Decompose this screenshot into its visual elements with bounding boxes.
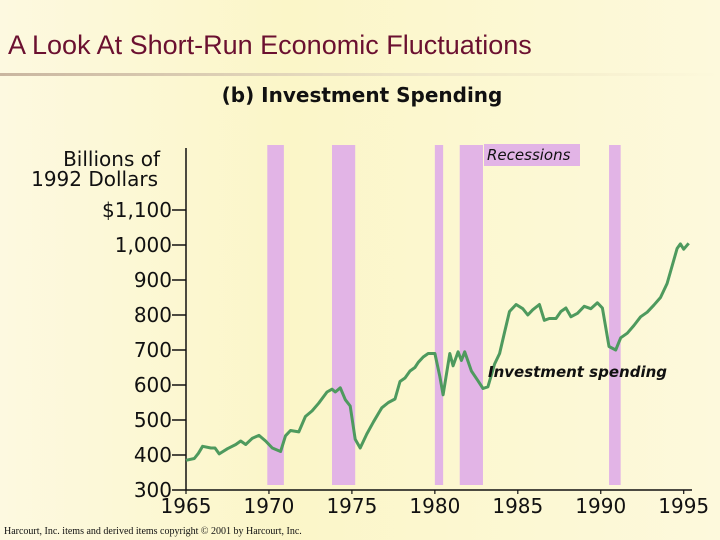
y-axis-label-line-1: Billions of: [63, 147, 161, 171]
y-axis: $1,100 1,000 900 800 700 600 500 400 300: [102, 148, 187, 502]
y-tick-label-800: 800: [134, 303, 172, 327]
title-divider: [0, 73, 720, 76]
x-tick-label-1965: 1965: [161, 494, 212, 518]
x-tick-label-1980: 1980: [409, 494, 460, 518]
chart-title: (b) Investment Spending: [222, 83, 503, 107]
recession-band-3: [434, 145, 444, 485]
series-label: Investment spending: [488, 363, 667, 381]
x-tick-label-1990: 1990: [575, 494, 626, 518]
y-tick-label-700: 700: [134, 338, 172, 362]
recession-legend: Recessions: [484, 144, 580, 166]
y-tick-label-900: 900: [134, 268, 172, 292]
recession-legend-label: Recessions: [487, 146, 571, 164]
x-tick-label-1970: 1970: [243, 494, 294, 518]
slide-title: A Look At Short-Run Economic Fluctuation…: [8, 30, 532, 60]
y-tick-label-500: 500: [134, 408, 172, 432]
y-tick-label-400: 400: [134, 443, 172, 467]
x-tick-label-1995: 1995: [658, 494, 709, 518]
y-tick-label-1100: $1,100: [102, 198, 172, 222]
x-tick-label-1985: 1985: [492, 494, 543, 518]
recession-legend-swatch: [484, 144, 580, 166]
investment-spending-line: [185, 242, 690, 462]
copyright-notice: Harcourt, Inc. items and derived items c…: [4, 526, 302, 537]
y-tick-label-1000: 1,000: [115, 233, 172, 257]
y-tick-label-300: 300: [134, 478, 172, 502]
y-tick-label-600: 600: [134, 373, 172, 397]
recession-band-4: [459, 145, 483, 485]
recession-bands: [267, 145, 621, 485]
x-axis: 1965 1970 1975 1980 1985 1990 1995: [161, 489, 709, 518]
recession-band-5: [609, 145, 621, 485]
recession-band-2: [331, 145, 356, 485]
y-axis-label-line-2: 1992 Dollars: [31, 167, 158, 191]
recession-band-1: [267, 145, 284, 485]
x-tick-label-1975: 1975: [326, 494, 377, 518]
